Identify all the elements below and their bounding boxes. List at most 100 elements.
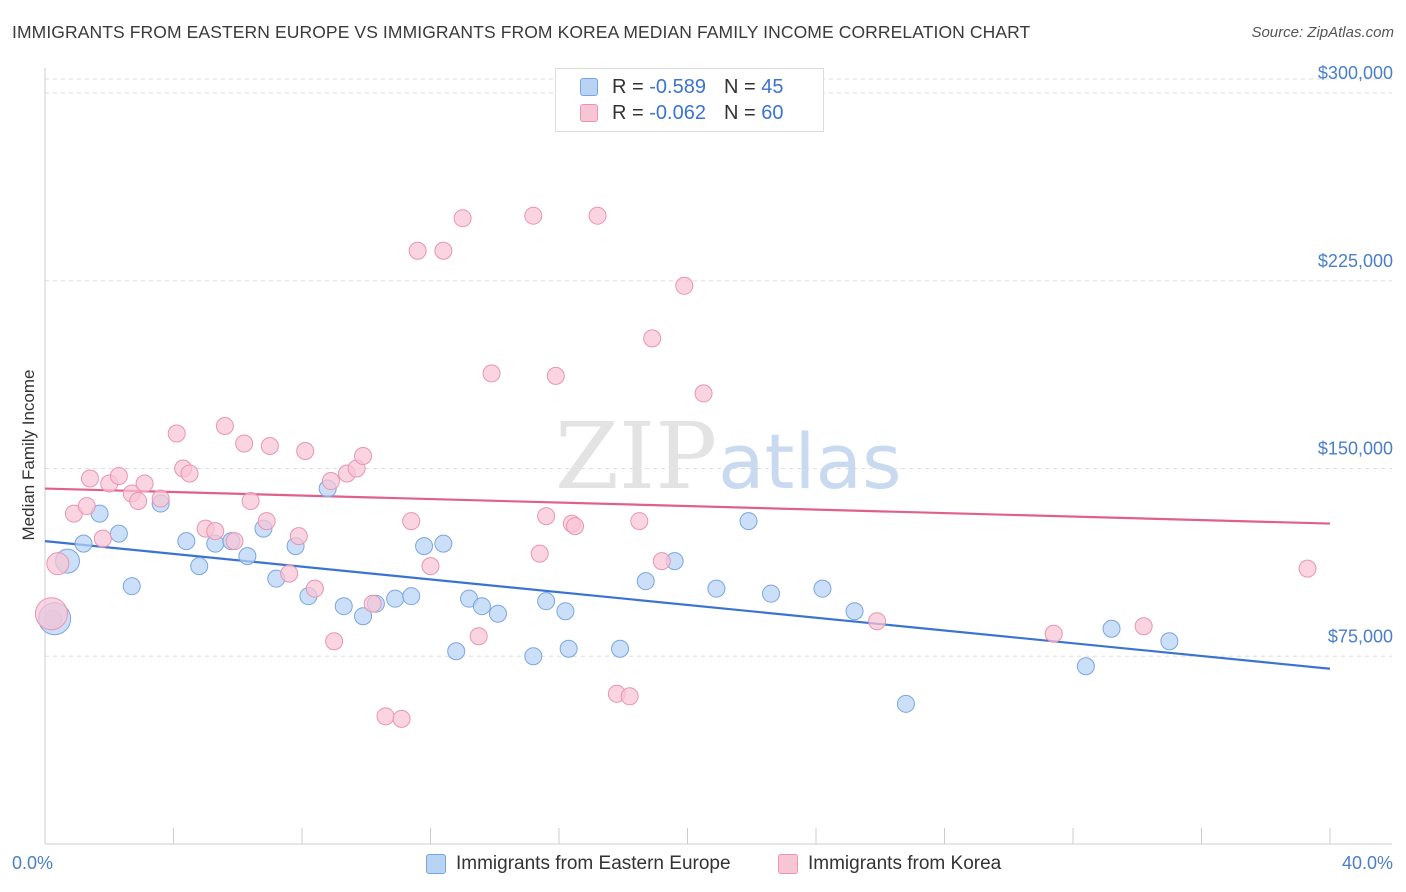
legend-row-eastern-europe: R = -0.589 N = 45 bbox=[580, 74, 783, 100]
point-korea bbox=[257, 512, 276, 531]
legend-swatch-pink bbox=[580, 104, 598, 122]
point-korea bbox=[566, 517, 585, 536]
point-korea bbox=[694, 384, 713, 403]
point-korea bbox=[675, 276, 694, 295]
point-eastern-europe bbox=[537, 592, 556, 611]
legend-r-label: R = bbox=[612, 101, 644, 124]
point-korea bbox=[1044, 624, 1063, 643]
point-korea bbox=[321, 472, 340, 491]
point-eastern-europe bbox=[762, 584, 781, 603]
point-eastern-europe bbox=[122, 577, 141, 596]
x-tick-label: 0.0% bbox=[12, 853, 53, 873]
point-korea bbox=[546, 366, 565, 385]
point-eastern-europe bbox=[707, 579, 726, 598]
point-eastern-europe bbox=[177, 532, 196, 551]
point-eastern-europe bbox=[1102, 619, 1121, 638]
point-korea bbox=[241, 492, 260, 511]
y-tick-label: $225,000 bbox=[1318, 251, 1393, 271]
point-korea bbox=[421, 557, 440, 576]
point-korea bbox=[305, 579, 324, 598]
point-eastern-europe bbox=[524, 647, 543, 666]
point-eastern-europe bbox=[402, 587, 421, 606]
point-eastern-europe bbox=[415, 537, 434, 556]
watermark: ZIP atlas bbox=[555, 403, 902, 510]
point-eastern-europe bbox=[488, 604, 507, 623]
point-korea bbox=[363, 594, 382, 613]
point-korea bbox=[135, 474, 154, 493]
x-tick-label: 40.0% bbox=[1342, 853, 1393, 873]
point-eastern-europe bbox=[845, 602, 864, 621]
point-eastern-europe bbox=[386, 589, 405, 608]
point-korea bbox=[868, 612, 887, 631]
point-korea bbox=[180, 464, 199, 483]
point-eastern-europe bbox=[354, 607, 373, 626]
point-korea bbox=[215, 416, 234, 435]
legend-swatch-blue bbox=[426, 854, 446, 874]
legend-n-value: 45 bbox=[761, 75, 784, 98]
watermark-zip: ZIP bbox=[555, 403, 717, 510]
legend-r-value: -0.589 bbox=[649, 75, 706, 98]
point-korea bbox=[1298, 559, 1317, 578]
point-korea bbox=[325, 632, 344, 651]
legend-n-value: 60 bbox=[761, 101, 784, 124]
point-eastern-europe bbox=[611, 639, 630, 658]
legend-label-eastern-europe: Immigrants from Eastern Europe bbox=[456, 853, 731, 874]
point-korea bbox=[434, 241, 453, 260]
point-korea bbox=[296, 441, 315, 460]
chart-title: IMMIGRANTS FROM EASTERN EUROPE VS IMMIGR… bbox=[12, 22, 1031, 42]
point-eastern-europe bbox=[334, 597, 353, 616]
point-korea bbox=[620, 687, 639, 706]
trend-line-korea bbox=[44, 487, 1331, 525]
point-korea bbox=[93, 529, 112, 548]
point-korea bbox=[537, 507, 556, 526]
point-korea bbox=[630, 512, 649, 531]
correlation-legend: R = -0.589 N = 45 R = -0.062 N = 60 bbox=[555, 68, 824, 132]
point-korea bbox=[530, 544, 549, 563]
point-korea bbox=[225, 532, 244, 551]
point-eastern-europe bbox=[559, 639, 578, 658]
point-korea bbox=[1134, 617, 1153, 636]
point-korea bbox=[453, 209, 472, 228]
point-eastern-europe bbox=[813, 579, 832, 598]
y-tick-label: $150,000 bbox=[1318, 439, 1393, 459]
point-eastern-europe bbox=[434, 534, 453, 553]
point-korea bbox=[46, 552, 70, 576]
legend-item-korea: Immigrants from Korea bbox=[778, 852, 1001, 876]
point-korea bbox=[34, 597, 68, 631]
legend-n-label: N = bbox=[723, 101, 756, 124]
legend-item-eastern-europe: Immigrants from Eastern Europe bbox=[426, 852, 731, 876]
point-eastern-europe bbox=[190, 557, 209, 576]
trend-lines bbox=[44, 487, 1331, 670]
point-korea bbox=[408, 241, 427, 260]
point-korea bbox=[80, 469, 99, 488]
point-korea bbox=[402, 512, 421, 531]
point-korea bbox=[260, 436, 279, 455]
point-eastern-europe bbox=[1076, 657, 1095, 676]
point-eastern-europe bbox=[447, 642, 466, 661]
legend-swatch-blue bbox=[580, 78, 598, 96]
tick-labels: $75,000 $150,000 $225,000 $300,000 0.0% 40.0% bbox=[12, 63, 1393, 873]
point-korea bbox=[524, 206, 543, 225]
grid-lines bbox=[45, 78, 1392, 657]
point-eastern-europe bbox=[556, 602, 575, 621]
legend-r-label: R = bbox=[612, 75, 644, 98]
point-korea bbox=[77, 497, 96, 516]
point-korea bbox=[588, 206, 607, 225]
point-korea bbox=[109, 467, 128, 486]
source-label: Source: ZipAtlas.com bbox=[1251, 24, 1394, 41]
watermark-atlas: atlas bbox=[718, 417, 902, 506]
point-korea bbox=[392, 709, 411, 728]
y-tick-label: $300,000 bbox=[1318, 63, 1393, 83]
point-korea bbox=[354, 447, 373, 465]
trend-line-eastern-europe bbox=[44, 540, 1331, 670]
point-korea bbox=[482, 364, 501, 383]
point-korea bbox=[167, 424, 186, 443]
legend-row-korea: R = -0.062 N = 60 bbox=[580, 100, 783, 126]
point-korea bbox=[643, 329, 662, 348]
point-korea bbox=[129, 492, 148, 511]
legend-label-korea: Immigrants from Korea bbox=[808, 853, 1002, 874]
legend-swatch-pink bbox=[778, 854, 798, 874]
legend-n-label: N = bbox=[723, 75, 756, 98]
point-eastern-europe bbox=[1160, 632, 1179, 651]
